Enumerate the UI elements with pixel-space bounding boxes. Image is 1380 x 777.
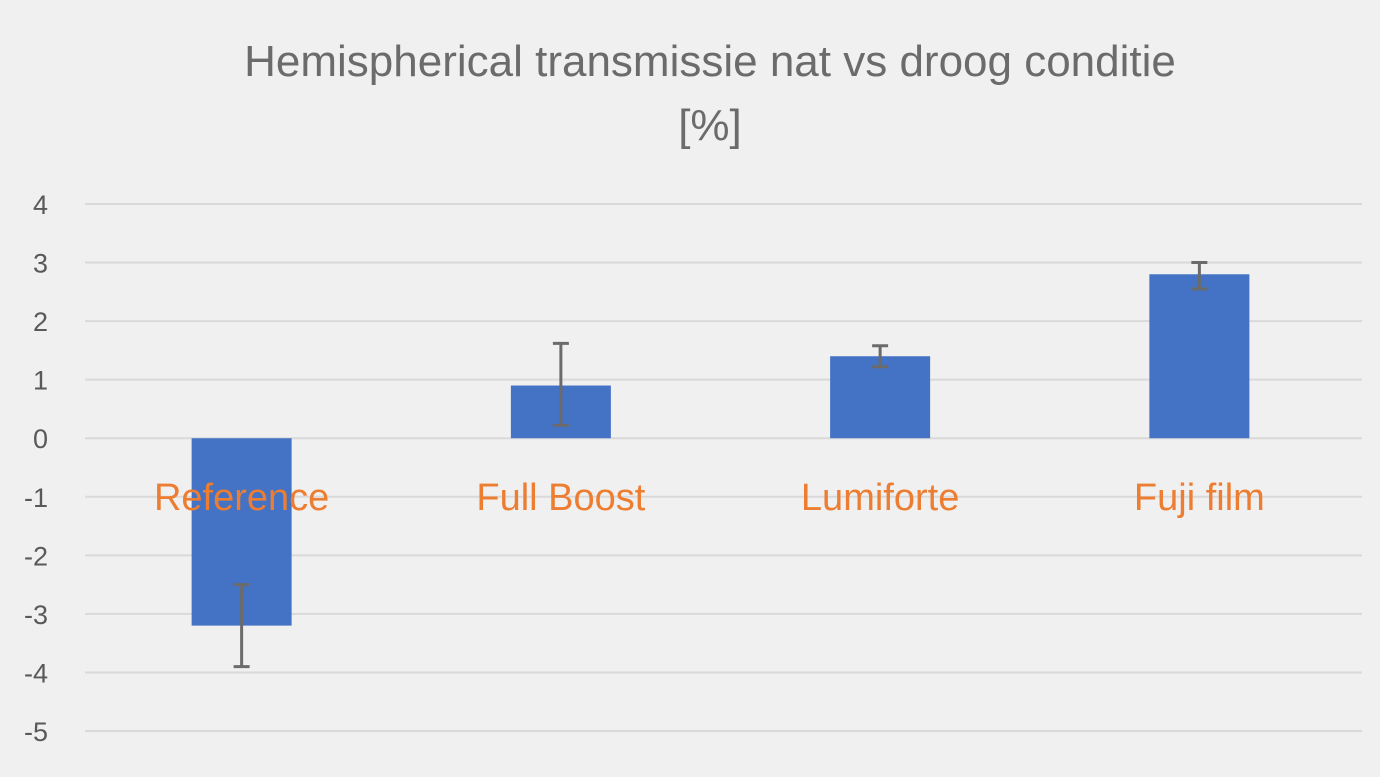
y-tick-label: 1: [33, 366, 48, 396]
y-tick-label: -2: [24, 541, 48, 571]
y-tick-label: 4: [33, 190, 48, 220]
category-label: Lumiforte: [801, 477, 959, 519]
y-tick-label: -4: [24, 658, 48, 688]
y-tick-label: -1: [24, 483, 48, 513]
y-tick-label: -3: [24, 600, 48, 630]
category-label: Fuji film: [1134, 477, 1265, 519]
category-label: Full Boost: [476, 477, 645, 519]
y-tick-label: 3: [33, 249, 48, 279]
y-tick-label: 0: [33, 424, 48, 454]
chart-title-line-1: Hemispherical transmissie nat vs droog c…: [244, 37, 1176, 86]
category-label: Reference: [154, 477, 329, 519]
y-tick-label: 2: [33, 307, 48, 337]
y-tick-label: -5: [24, 717, 48, 747]
bar: [830, 356, 931, 439]
chart-title-line-2: [%]: [678, 101, 742, 150]
bar: [1149, 274, 1250, 439]
